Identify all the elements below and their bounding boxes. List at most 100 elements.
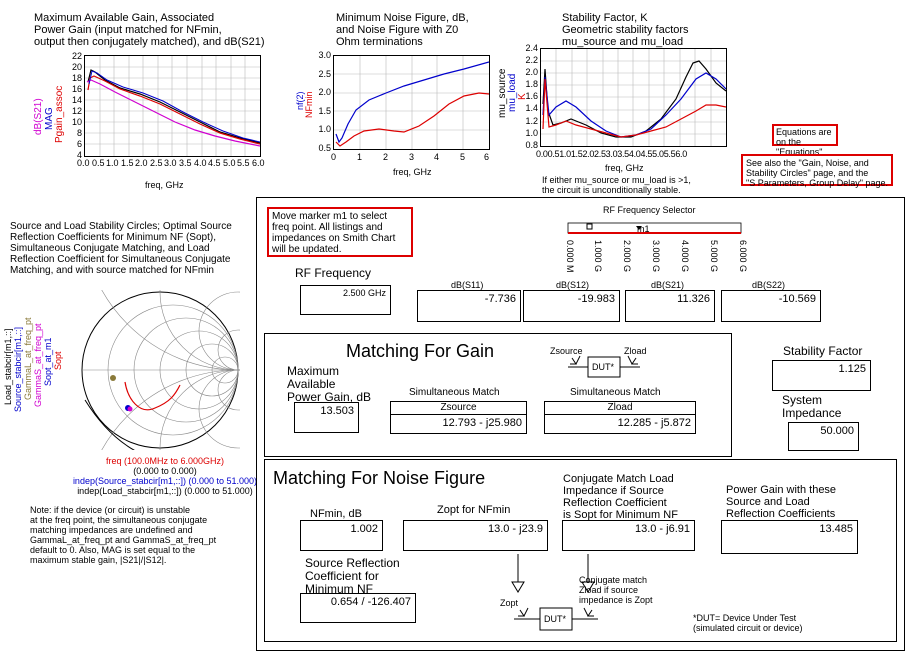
noise-plot-area bbox=[333, 55, 490, 150]
zsource-header: Zsource bbox=[390, 401, 527, 415]
mag-label: Maximum Available Power Gain, dB bbox=[287, 364, 372, 404]
smith-note: Note: if the device (or circuit) is unst… bbox=[30, 505, 217, 565]
marker-instructions: Move marker m1 to select freq point. All… bbox=[267, 207, 413, 257]
gain-curve-pgain bbox=[87, 75, 261, 145]
rf-tick-1: 1.000 G bbox=[593, 240, 603, 273]
s12-value: -19.983 bbox=[523, 290, 620, 322]
rf-tick-5: 5.000 G bbox=[709, 240, 719, 273]
s22-value: -10.569 bbox=[721, 290, 821, 322]
rf-tick-0: 0.000 M bbox=[565, 240, 575, 273]
noise-curve-nfmin bbox=[335, 92, 490, 147]
stab-plot-title: Stability Factor, K Geometric stability … bbox=[562, 12, 689, 48]
noise-section-title: Matching For Noise Figure bbox=[273, 468, 486, 488]
gain-plot-title: Maximum Available Gain, Associated Power… bbox=[34, 12, 265, 48]
stability-value: 1.125 bbox=[772, 360, 871, 391]
zload-value: 12.285 - j5.872 bbox=[544, 414, 696, 434]
gain-section-title: Matching For Gain bbox=[346, 341, 495, 361]
smith-chart bbox=[80, 57, 395, 656]
zopt-value: 13.0 - j23.9 bbox=[403, 520, 548, 551]
impedance-value: 50.000 bbox=[788, 422, 859, 451]
mag-value: 13.503 bbox=[294, 402, 359, 433]
rf-tick-6: 6.000 G bbox=[738, 240, 748, 273]
rf-tick-3: 3.000 G bbox=[651, 240, 661, 273]
impedance-label: System Impedance bbox=[782, 393, 842, 420]
smith-label-loadstab: Load_stabcir[m1,::] bbox=[3, 328, 13, 405]
noise-ylabel-nfmin: NFmin bbox=[304, 91, 314, 119]
diag-zsource-label: Zsource bbox=[550, 346, 583, 356]
power-gain-label: Power Gain with these Source and Load Re… bbox=[726, 484, 837, 520]
diag-zload-label: Zload bbox=[624, 346, 647, 356]
rf-tick-2: 2.000 G bbox=[622, 240, 632, 273]
gain-section bbox=[264, 333, 732, 457]
s11-value: -7.736 bbox=[417, 290, 521, 322]
nfmin-label: NFmin, dB bbox=[310, 508, 362, 520]
rf-selector-slider[interactable] bbox=[567, 218, 742, 238]
s21-label: dB(S21) bbox=[651, 280, 685, 290]
gain-curve-blue bbox=[88, 70, 261, 143]
gain-plot-area bbox=[84, 55, 261, 157]
smith-label-gammal: GammaL_at_freq_pt bbox=[23, 317, 33, 400]
rf-frequency-label: RF Frequency bbox=[295, 266, 372, 280]
gain-dut-label: DUT* bbox=[592, 362, 614, 372]
equations-note: Equations are on the "Equations" page. bbox=[772, 124, 838, 167]
stab-ylabel-k: K bbox=[517, 93, 528, 100]
smith-label-gammas: GammaS_at_freq_pt bbox=[33, 323, 43, 407]
s21-value: 11.326 bbox=[625, 290, 715, 322]
zsource-value: 12.793 - j25.980 bbox=[390, 414, 527, 434]
sim-match-label-2: Simultaneous Match bbox=[570, 387, 661, 398]
zload-header: Zload bbox=[544, 401, 696, 415]
smith-gammas-marker bbox=[110, 375, 116, 381]
stab-curve-muload bbox=[542, 78, 727, 138]
noise-xlabel: freq, GHz bbox=[393, 167, 432, 177]
noise-chart-svg bbox=[334, 56, 490, 149]
power-gain-value: 13.485 bbox=[721, 520, 858, 554]
gain-curve-s21 bbox=[86, 79, 261, 147]
smith-chart-svg bbox=[81, 57, 395, 656]
nfmin-value: 1.002 bbox=[300, 520, 383, 551]
stab-xticks: 0.00.51.01.52.02.53.03.54.04.55.05.56.0 bbox=[536, 149, 687, 159]
s11-label: dB(S11) bbox=[451, 280, 484, 290]
rf-tick-4: 4.000 G bbox=[680, 240, 690, 273]
sim-match-label-1: Simultaneous Match bbox=[409, 387, 500, 398]
smith-s11-trace bbox=[124, 381, 181, 411]
gain-ylabel-pgain: Pgain_assoc bbox=[54, 85, 65, 143]
zopt-label: Zopt for NFmin bbox=[437, 504, 511, 516]
gain-xlabel: freq, GHz bbox=[145, 180, 184, 190]
see-also-note: See also the "Gain, Noise, and Stability… bbox=[741, 154, 893, 188]
stab-chart-svg bbox=[541, 49, 727, 146]
smith-label-sourcestab: Source_stabcir[m1,::] bbox=[13, 326, 23, 412]
stab-curve-k bbox=[542, 60, 727, 138]
diag-zopt-label: Zopt bbox=[500, 598, 519, 608]
stab-plot-area bbox=[540, 48, 727, 147]
noise-yticks: 3.0 2.5 2.0 1.5 1.0 0.5 bbox=[318, 50, 331, 153]
rf-selector-marker-icon bbox=[636, 226, 642, 230]
src-refl-value: 0.654 / -126.407 bbox=[300, 593, 416, 623]
conj-label: Conjugate Match Load Impedance if Source… bbox=[563, 473, 678, 521]
noise-curve-nf bbox=[335, 61, 490, 144]
rf-selector-title: RF Frequency Selector bbox=[603, 205, 696, 215]
stability-label: Stability Factor bbox=[783, 344, 863, 358]
s22-label: dB(S22) bbox=[752, 280, 786, 290]
smith-label-soptm1: Sopt_at_m1 bbox=[43, 337, 53, 386]
smith-title: Source and Load Stability Circles; Optim… bbox=[10, 221, 232, 276]
noise-dut-diagram bbox=[500, 552, 610, 642]
conj-match-note: Conjugate match Zload if source impedanc… bbox=[579, 575, 653, 605]
conj-value: 13.0 - j6.91 bbox=[562, 520, 695, 551]
src-refl-label: Source Reflection Coefficient for Minimu… bbox=[305, 556, 400, 596]
noise-plot-title: Minimum Noise Figure, dB, and Noise Figu… bbox=[336, 12, 469, 48]
smith-label-sopt: Sopt bbox=[53, 351, 63, 370]
smith-legend: freq (100.0MHz to 6.000GHz) (0.000 to 0.… bbox=[72, 456, 258, 496]
stab-curve-musource bbox=[542, 72, 727, 138]
stab-yticks: 2.4 2.2 2.0 1.8 1.6 1.4 1.2 1.0 0.8 bbox=[525, 43, 538, 150]
noise-dut-label: DUT* bbox=[544, 614, 566, 624]
stab-xlabel: freq, GHz bbox=[605, 163, 644, 173]
dut-note: *DUT= Device Under Test (simulated circu… bbox=[693, 613, 803, 633]
s12-label: dB(S12) bbox=[556, 280, 590, 290]
rf-frequency-value: 2.500 GHz bbox=[300, 285, 391, 315]
stab-note: If either mu_source or mu_load is >1, th… bbox=[542, 175, 691, 195]
smith-gammal-marker bbox=[127, 406, 133, 412]
gain-chart-svg bbox=[85, 56, 261, 156]
rf-selector-marker-label: m1 bbox=[637, 224, 650, 234]
gain-ylabel-s21: dB(S21) bbox=[33, 98, 44, 135]
